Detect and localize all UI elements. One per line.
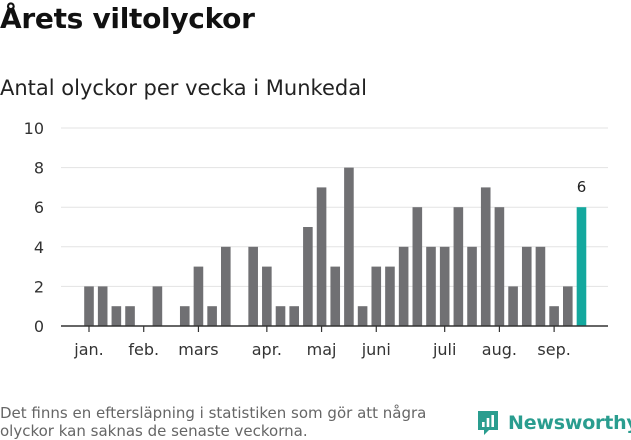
newsworthy-logo-icon	[478, 411, 498, 435]
x-tick-label: aug.	[482, 340, 517, 359]
bar[interactable]	[275, 306, 286, 326]
bar[interactable]	[111, 306, 122, 326]
bar[interactable]	[193, 266, 204, 326]
bar[interactable]	[97, 286, 108, 326]
brand-logo[interactable]: Newsworthy	[476, 408, 631, 438]
bar[interactable]	[521, 246, 532, 326]
bar[interactable]	[152, 286, 163, 326]
bar[interactable]	[535, 246, 546, 326]
bar[interactable]	[84, 286, 94, 326]
brand-name: Newsworthy	[508, 412, 631, 434]
bar[interactable]	[344, 167, 354, 326]
bar-layer	[84, 167, 587, 326]
bar[interactable]	[371, 266, 382, 326]
x-tick-label: maj	[307, 340, 337, 359]
y-tick-label: 10	[24, 119, 44, 138]
bar[interactable]	[357, 306, 368, 326]
bar[interactable]	[398, 246, 409, 326]
bar[interactable]	[480, 187, 491, 326]
bar-highlight[interactable]	[576, 207, 587, 326]
bar[interactable]	[316, 187, 327, 326]
axis-layer: 0 2 4 6 8 10 6 jan. feb. mars apr. maj juni juli aug. s…	[24, 119, 608, 359]
x-tick-label: sep.	[537, 340, 570, 359]
y-tick-label: 4	[34, 238, 44, 257]
bar[interactable]	[221, 246, 231, 326]
bar[interactable]	[248, 246, 258, 326]
bar[interactable]	[453, 207, 464, 326]
bar[interactable]	[508, 286, 518, 326]
bar[interactable]	[412, 207, 423, 326]
bar[interactable]	[262, 266, 272, 326]
page-title: Årets viltolyckor	[0, 2, 255, 35]
bar[interactable]	[303, 227, 313, 326]
x-tick-label: feb.	[128, 340, 159, 359]
x-tick-label: mars	[178, 340, 218, 359]
bar[interactable]	[330, 266, 341, 326]
bar[interactable]	[125, 306, 135, 326]
x-tick-label: apr.	[252, 340, 282, 359]
bar[interactable]	[549, 306, 559, 326]
bar-value-label: 6	[577, 178, 587, 196]
bar-chart: 0 2 4 6 8 10 6 jan. feb. mars apr. maj juni juli aug. s…	[24, 119, 608, 359]
x-tick-label: juli	[432, 340, 456, 359]
bar[interactable]	[289, 306, 299, 326]
bar[interactable]	[494, 207, 505, 326]
y-tick-label: 6	[34, 198, 44, 217]
y-tick-label: 0	[34, 317, 44, 336]
x-tick-label: juni	[361, 340, 391, 359]
footnote: Det finns en eftersläpning i statistiken…	[0, 404, 427, 440]
bar[interactable]	[207, 306, 217, 326]
bar[interactable]	[385, 266, 395, 326]
y-tick-label: 2	[34, 277, 44, 296]
bar[interactable]	[467, 246, 477, 326]
bar[interactable]	[426, 246, 436, 326]
x-tick-label: jan.	[73, 340, 103, 359]
bar[interactable]	[179, 306, 190, 326]
bar[interactable]	[439, 246, 450, 326]
chart-subtitle: Antal olyckor per vecka i Munkedal	[0, 76, 367, 100]
y-tick-label: 8	[34, 159, 44, 178]
bar[interactable]	[563, 286, 573, 326]
